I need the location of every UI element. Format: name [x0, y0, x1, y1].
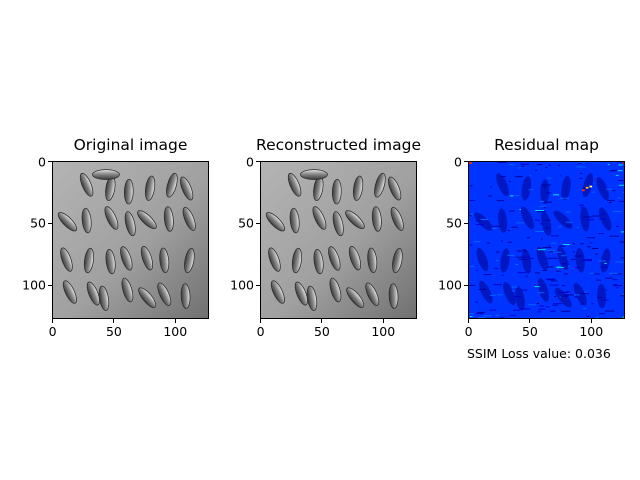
- grain: [371, 206, 382, 232]
- grain: [98, 285, 110, 311]
- x-tick: [260, 319, 262, 323]
- grain: [137, 210, 157, 230]
- x-tick-label: 100: [371, 324, 396, 339]
- grain: [348, 246, 361, 271]
- grain: [287, 172, 302, 197]
- grain: [388, 176, 402, 201]
- axes-frame: [260, 161, 417, 319]
- grain: [329, 277, 342, 303]
- y-tick: [48, 222, 52, 224]
- x-tick-label: 50: [521, 324, 538, 339]
- x-tick-label: 50: [313, 324, 330, 339]
- x-tick: [174, 319, 176, 323]
- y-tick-label: 0: [454, 154, 462, 170]
- x-tick-label: 0: [256, 324, 265, 339]
- grain: [121, 277, 134, 303]
- grain: [306, 285, 318, 311]
- grain: [345, 210, 365, 230]
- grain: [180, 176, 194, 201]
- grain: [157, 282, 172, 306]
- grain: [166, 172, 178, 198]
- y-tick-label: 100: [230, 277, 254, 293]
- grain: [83, 247, 95, 274]
- y-tick-label: 50: [446, 215, 462, 231]
- x-tick-label: 0: [48, 324, 57, 339]
- grain: [374, 172, 386, 198]
- axes-frame: [468, 161, 625, 319]
- y-tick-label: 50: [238, 215, 254, 231]
- y-tick-label: 100: [22, 277, 46, 293]
- grain: [313, 248, 324, 275]
- y-tick: [256, 161, 260, 163]
- grain: [120, 246, 133, 271]
- x-tick-label: 100: [163, 324, 188, 339]
- grain: [294, 281, 308, 306]
- grain: [184, 247, 195, 274]
- grain: [105, 248, 116, 275]
- grain: [138, 287, 157, 308]
- grain: [163, 206, 174, 232]
- y-tick: [48, 161, 52, 163]
- grain: [312, 206, 327, 230]
- grain: [352, 175, 364, 201]
- grayscale-image: [260, 161, 417, 319]
- subplot-title: Original image: [73, 136, 188, 154]
- ssim-loss-annotation: SSIM Loss value: 0.036: [467, 346, 611, 361]
- grain: [124, 178, 134, 205]
- y-tick: [464, 161, 468, 163]
- y-tick-label: 0: [246, 154, 254, 170]
- y-tick: [256, 284, 260, 286]
- grain: [104, 206, 119, 230]
- x-tick: [468, 319, 470, 323]
- grain: [62, 280, 77, 304]
- grain: [332, 178, 342, 205]
- grain: [390, 207, 404, 231]
- grain: [140, 246, 153, 271]
- x-tick: [590, 319, 592, 323]
- y-tick-label: 0: [38, 154, 46, 170]
- grain: [124, 211, 136, 237]
- grain: [265, 212, 286, 232]
- subplot-title: Reconstructed image: [256, 136, 421, 154]
- y-tick: [256, 222, 260, 224]
- y-tick: [464, 222, 468, 224]
- x-tick: [113, 319, 115, 323]
- y-tick-label: 50: [30, 215, 46, 231]
- grain: [180, 283, 191, 309]
- grain: [289, 207, 300, 234]
- grain: [79, 172, 94, 197]
- grayscale-image: [52, 161, 209, 319]
- grain: [86, 281, 100, 306]
- x-tick: [382, 319, 384, 323]
- grain: [365, 282, 380, 306]
- y-tick: [48, 284, 52, 286]
- grain: [388, 283, 399, 309]
- grain: [367, 247, 378, 273]
- grain: [159, 247, 170, 273]
- y-tick: [464, 284, 468, 286]
- grain: [270, 280, 285, 304]
- grain: [392, 247, 403, 274]
- grain: [268, 247, 281, 272]
- grain: [328, 246, 341, 271]
- axes-frame: [52, 161, 209, 319]
- x-tick: [321, 319, 323, 323]
- residual-heatmap: [468, 161, 625, 319]
- grain: [346, 287, 365, 308]
- grain: [332, 211, 344, 237]
- x-tick: [529, 319, 531, 323]
- grain: [57, 212, 78, 232]
- grain: [144, 175, 156, 201]
- x-tick-label: 50: [105, 324, 122, 339]
- y-tick-label: 100: [438, 277, 462, 293]
- grain: [182, 207, 196, 231]
- grain: [60, 247, 73, 272]
- grain: [291, 247, 303, 274]
- x-tick-label: 100: [579, 324, 604, 339]
- subplot-title: Residual map: [494, 136, 599, 154]
- x-tick-label: 0: [464, 324, 473, 339]
- grain: [81, 207, 92, 234]
- x-tick: [52, 319, 54, 323]
